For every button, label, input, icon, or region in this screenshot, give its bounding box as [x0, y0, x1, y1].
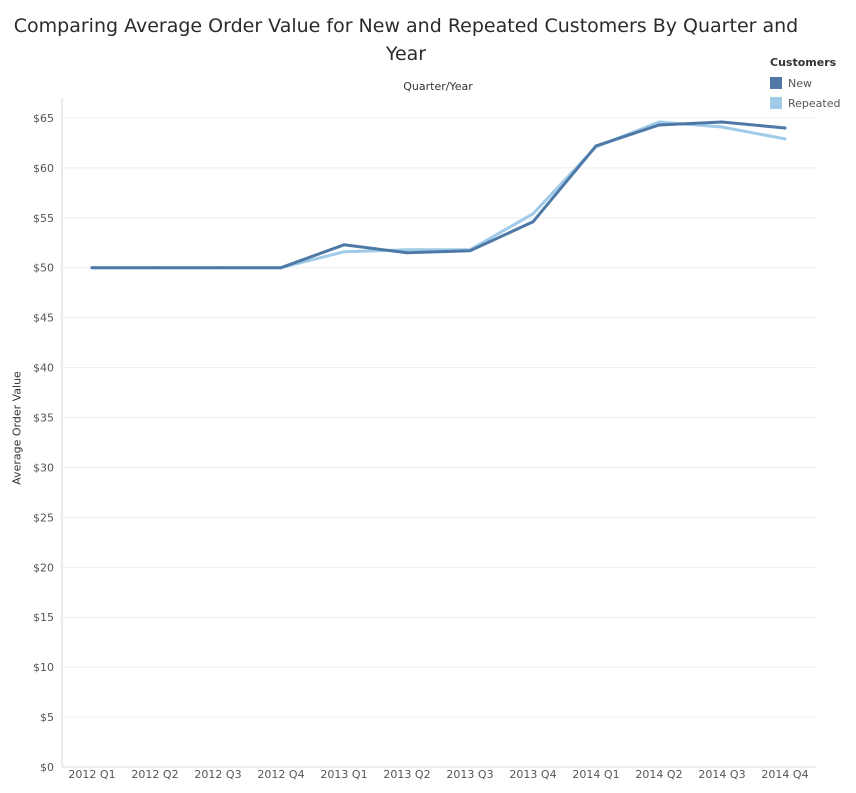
- legend-swatch-repeated: [770, 97, 782, 109]
- x-tick-label: 2013 Q4: [509, 768, 556, 781]
- data-point-new[interactable]: [657, 123, 661, 127]
- x-tick-label: 2013 Q2: [383, 768, 430, 781]
- legend-swatch-new: [770, 77, 782, 89]
- gridlines: [62, 117, 816, 768]
- data-point-new[interactable]: [531, 220, 535, 224]
- x-tick-labels: 2012 Q1 2012 Q2 2012 Q3 2012 Q4 2013 Q1 2013 …: [68, 768, 808, 781]
- data-point-new[interactable]: [783, 126, 787, 130]
- x-tick-label: 2013 Q3: [446, 768, 493, 781]
- legend-title: Customers: [770, 56, 837, 69]
- data-point-new[interactable]: [216, 266, 220, 270]
- x-tick-label: 2012 Q1: [68, 768, 115, 781]
- data-point-new[interactable]: [468, 249, 472, 253]
- y-tick-label: $20: [33, 561, 54, 574]
- y-tick-label: $55: [33, 212, 54, 225]
- data-point-repeated[interactable]: [783, 137, 787, 141]
- x-tick-label: 2012 Q3: [194, 768, 241, 781]
- y-tick-label: $50: [33, 262, 54, 275]
- data-point-repeated[interactable]: [720, 125, 724, 129]
- legend-label-new: New: [788, 76, 812, 90]
- legend: Customers New Repeated: [770, 56, 854, 113]
- data-point-new[interactable]: [720, 120, 724, 124]
- axes: [61, 98, 816, 768]
- x-tick-label: 2012 Q4: [257, 768, 304, 781]
- legend-label-repeated: Repeated: [788, 96, 841, 110]
- y-tick-label: $15: [33, 611, 54, 624]
- data-point-new[interactable]: [90, 266, 94, 270]
- x-axis-title: Quarter/Year: [403, 80, 473, 93]
- data-point-new[interactable]: [405, 251, 409, 255]
- y-tick-label: $35: [33, 412, 54, 425]
- data-point-new[interactable]: [279, 266, 283, 270]
- y-tick-labels: $0 $5 $10 $15 $20 $25 $30 $35 $40 $45 $50 $55 $60 $65: [33, 112, 54, 774]
- y-tick-label: $40: [33, 362, 54, 375]
- y-tick-label: $60: [33, 162, 54, 175]
- x-tick-label: 2013 Q1: [320, 768, 367, 781]
- x-tick-label: 2014 Q4: [761, 768, 808, 781]
- data-point-new[interactable]: [153, 266, 157, 270]
- data-point-repeated[interactable]: [657, 120, 661, 124]
- x-tick-label: 2014 Q2: [635, 768, 682, 781]
- y-tick-label: $10: [33, 661, 54, 674]
- series-line-repeated[interactable]: [90, 120, 787, 270]
- x-tick-label: 2014 Q3: [698, 768, 745, 781]
- series-lines: [90, 120, 787, 270]
- y-tick-label: $5: [40, 711, 54, 724]
- chart-title: Comparing Average Order Value for New an…: [13, 15, 799, 65]
- data-point-repeated[interactable]: [531, 212, 535, 216]
- y-tick-label: $65: [33, 112, 54, 125]
- data-point-new[interactable]: [342, 243, 346, 247]
- legend-item-new[interactable]: New: [770, 73, 854, 93]
- x-tick-label: 2014 Q1: [572, 768, 619, 781]
- y-tick-label: $45: [33, 312, 54, 325]
- data-point-new[interactable]: [594, 144, 598, 148]
- y-tick-label: $25: [33, 511, 54, 524]
- x-tick-label: 2012 Q2: [131, 768, 178, 781]
- y-tick-label: $30: [33, 461, 54, 474]
- legend-item-repeated[interactable]: Repeated: [770, 93, 854, 113]
- series-line-new[interactable]: [90, 120, 787, 270]
- y-tick-label: $0: [40, 761, 54, 774]
- data-point-repeated[interactable]: [342, 250, 346, 254]
- series-repeated[interactable]: [90, 120, 787, 270]
- series-new[interactable]: [90, 120, 787, 270]
- data-point-repeated[interactable]: [405, 248, 409, 252]
